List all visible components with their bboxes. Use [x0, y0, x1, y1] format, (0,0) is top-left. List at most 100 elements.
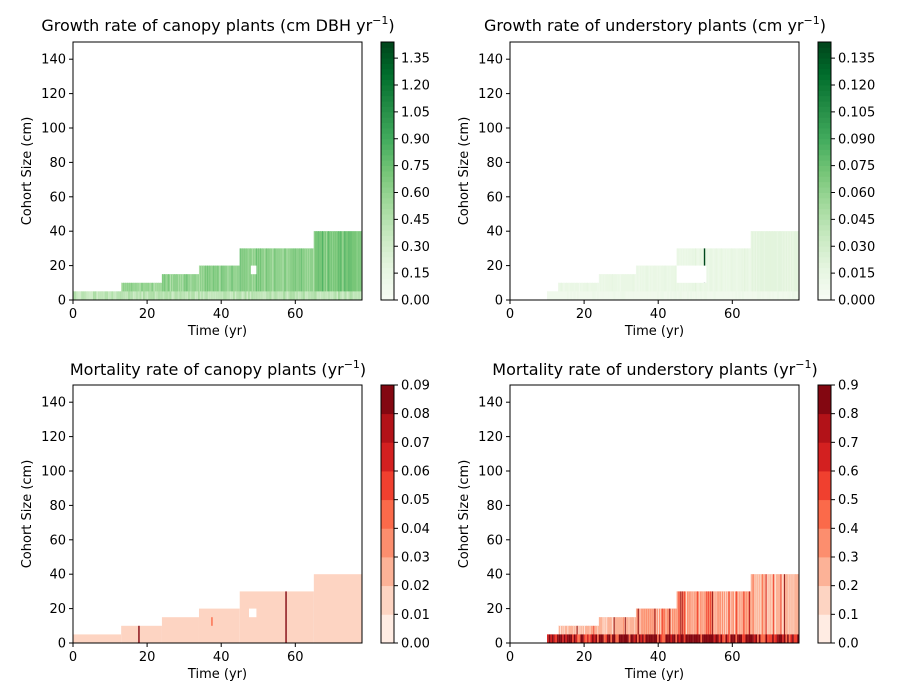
heatmap-stripe [282, 248, 284, 300]
heatmap-band-cell [652, 634, 654, 643]
heatmap-band-cell [718, 291, 721, 300]
heatmap-stripe [635, 265, 638, 300]
heatmap-band-cell [680, 291, 683, 300]
heatmap-stripe [274, 248, 276, 300]
heatmap-stripe [650, 608, 652, 643]
heatmap-band-cell [673, 634, 676, 643]
heatmap-stripe [219, 265, 221, 300]
heatmap-stripe [604, 617, 606, 643]
heatmap-band-cell [211, 291, 214, 300]
heatmap-band-cell [243, 291, 245, 300]
heatmap-band-cell [303, 291, 305, 300]
heatmap-band-cell [164, 291, 167, 300]
heatmap-gap [676, 265, 707, 283]
chart-title: Mortality rate of canopy plants (yr−1) [70, 358, 366, 379]
colorbar-tick-label: 0.090 [838, 132, 875, 147]
heatmap-band-cell [680, 634, 683, 643]
colorbar-tick-label: 0.135 [838, 52, 875, 67]
heatmap-band-cell [565, 634, 568, 643]
heatmap-band-cell [747, 291, 749, 300]
heatmap-stripe [358, 231, 360, 300]
y-tick-label: 140 [41, 396, 66, 411]
heatmap-stripe [205, 265, 207, 300]
heatmap-band-cell [750, 291, 753, 300]
heatmap-stripe [797, 574, 798, 643]
heatmap-band-cell [186, 291, 189, 300]
heatmap-band-cell [81, 291, 84, 300]
heatmap-stripe [734, 591, 735, 643]
colorbar-level [818, 203, 831, 210]
heatmap-band-cell [620, 634, 623, 643]
heatmap-band-cell [278, 291, 280, 300]
heatmap-stripe [268, 248, 270, 300]
heatmap-band-cell [797, 291, 799, 300]
heatmap-stripe [637, 608, 639, 643]
colorbar-level [381, 385, 394, 415]
heatmap-band-cell [723, 291, 726, 300]
heatmap-band-cell [98, 291, 100, 300]
heatmap-stripe [641, 265, 643, 300]
heatmap-band-cell [702, 634, 704, 643]
heatmap-band-cell [782, 634, 784, 643]
heatmap-stripe [754, 574, 756, 643]
heatmap-stripe [792, 231, 794, 300]
y-tick-label: 60 [49, 533, 66, 548]
colorbar-level [818, 273, 831, 279]
heatmap-band-cell [201, 291, 204, 300]
heatmap-stripe [648, 608, 650, 643]
heatmap-band-cell [99, 291, 102, 300]
heatmap-band-cell [715, 291, 718, 300]
colorbar-level [818, 90, 831, 97]
heatmap-stripe [771, 574, 773, 643]
heatmap-stripe [606, 274, 608, 300]
heatmap-band-cell [577, 291, 579, 300]
heatmap-stripe [766, 231, 768, 300]
heatmap-band-cell [778, 634, 781, 643]
heatmap-band-cell [688, 291, 691, 300]
heatmap-stripe [313, 248, 315, 300]
heatmap-band-cell [658, 291, 661, 300]
heatmap-band-cell [191, 291, 194, 300]
heatmap-band-cell [653, 634, 656, 643]
heatmap-stripe [180, 274, 182, 300]
heatmap-band-cell [159, 291, 162, 300]
heatmap-band-cell [83, 291, 85, 300]
colorbar-tick-label: 0.01 [401, 608, 430, 623]
heatmap-band-cell [633, 291, 636, 300]
heatmap-stripe [733, 248, 735, 300]
colorbar-frame [380, 384, 395, 644]
heatmap-band-cell [635, 634, 638, 643]
heatmap-stripe [682, 591, 684, 643]
heatmap-band-cell [758, 291, 761, 300]
heatmap-stripe [791, 574, 793, 643]
heatmap-band-cell [108, 291, 110, 300]
heatmap-stripe [639, 608, 641, 643]
heatmap-stripe [270, 248, 272, 300]
heatmap-band-cell [301, 291, 304, 300]
heatmap-stripe [760, 574, 761, 643]
heatmap-band-cell [750, 634, 753, 643]
heatmap-stripe [174, 274, 176, 300]
chart-title: Mortality rate of understory plants (yr−… [492, 358, 817, 379]
heatmap-band-cell [623, 634, 626, 643]
heatmap-band-cell [737, 634, 739, 643]
heatmap-stripe [667, 265, 669, 300]
heatmap-stripe [209, 265, 211, 300]
heatmap-band-cell [550, 291, 553, 300]
heatmap-stripe [624, 274, 627, 300]
y-tick-label: 100 [478, 465, 503, 480]
heatmap-band-cell [627, 634, 629, 643]
heatmap-band-cell [702, 291, 704, 300]
heatmap-band-cell [189, 291, 192, 300]
title-end: ) [811, 360, 817, 379]
heatmap-band-cell [665, 634, 668, 643]
heatmap-stripe [192, 274, 194, 300]
heatmap-band-cell [720, 634, 723, 643]
heatmap-stripe [188, 274, 190, 300]
colorbar-level [818, 235, 831, 242]
heatmap-stripe [311, 248, 312, 300]
heatmap-band-cell [780, 291, 783, 300]
heatmap-stripe [163, 274, 165, 300]
colorbar-level [381, 235, 394, 242]
x-tick-label: 0 [506, 307, 514, 322]
